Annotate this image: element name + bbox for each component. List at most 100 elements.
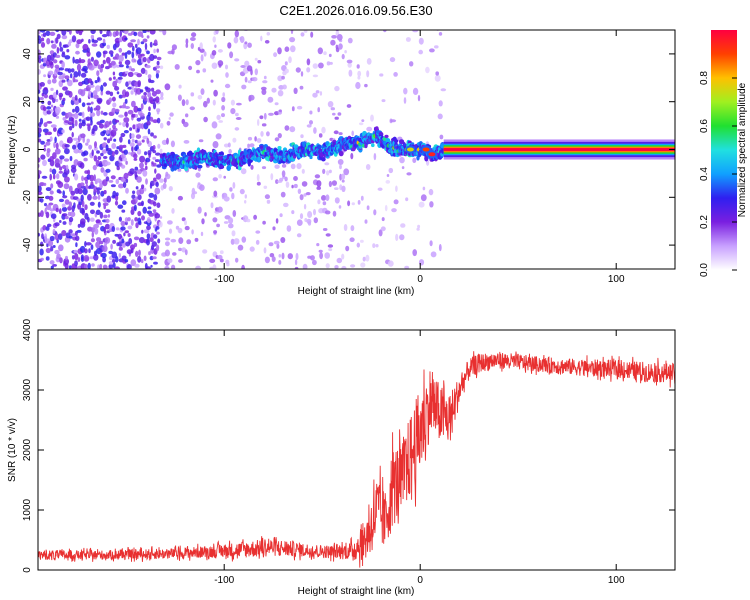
- noise-cell: [44, 203, 47, 207]
- noise-cell: [46, 223, 52, 228]
- noise-cell: [236, 102, 242, 106]
- noise-cell: [92, 195, 98, 200]
- noise-cell: [99, 222, 103, 226]
- noise-cell: [69, 211, 76, 218]
- noise-cell: [109, 31, 112, 37]
- noise-cell: [149, 96, 154, 103]
- noise-cell: [301, 168, 305, 174]
- noise-cell: [118, 183, 124, 189]
- noise-cell: [146, 137, 150, 144]
- noise-cell: [123, 30, 129, 35]
- noise-cell: [149, 237, 154, 243]
- noise-cell: [83, 263, 88, 269]
- signal-cell: [321, 157, 326, 162]
- noise-cell: [328, 180, 332, 188]
- noise-cell: [360, 239, 364, 243]
- noise-cell: [141, 139, 145, 143]
- noise-cell: [56, 33, 61, 40]
- noise-cell: [48, 240, 54, 247]
- noise-cell: [127, 109, 134, 115]
- noise-cell: [366, 126, 373, 132]
- noise-cell: [134, 59, 137, 63]
- noise-cell: [64, 55, 71, 60]
- noise-cell: [225, 64, 228, 70]
- noise-cell: [341, 53, 345, 60]
- noise-cell: [88, 84, 95, 88]
- noise-cell: [61, 111, 66, 116]
- noise-cell: [188, 65, 193, 71]
- noise-cell: [52, 228, 56, 234]
- noise-cell: [279, 213, 283, 218]
- noise-cell: [123, 130, 129, 134]
- noise-cell: [409, 61, 414, 67]
- noise-cell: [45, 187, 52, 192]
- noise-cell: [127, 233, 131, 237]
- noise-cell: [190, 43, 194, 49]
- noise-cell: [325, 263, 330, 269]
- snr-xtick-label: 0: [417, 575, 423, 586]
- noise-cell: [105, 209, 111, 214]
- noise-cell: [155, 226, 160, 230]
- noise-cell: [404, 265, 410, 269]
- spectrogram-axes: -100 0 100 -40 -20 0 20 40: [22, 30, 675, 285]
- noise-cell: [159, 65, 164, 70]
- noise-cell: [46, 242, 49, 248]
- noise-cell: [193, 191, 198, 195]
- noise-cell: [288, 56, 292, 64]
- noise-cell: [49, 159, 55, 167]
- noise-cell: [212, 99, 216, 106]
- noise-cell: [81, 38, 84, 42]
- noise-cell: [337, 112, 342, 116]
- noise-cell: [53, 127, 57, 132]
- noise-cell: [158, 221, 163, 228]
- noise-cell: [68, 91, 73, 98]
- noise-cell: [244, 76, 248, 83]
- noise-cell: [72, 56, 75, 64]
- noise-cell: [118, 246, 123, 251]
- noise-cell: [306, 58, 311, 66]
- noise-cell: [61, 35, 68, 40]
- noise-cell: [68, 235, 73, 239]
- noise-cell: [195, 265, 202, 269]
- noise-cell: [239, 36, 245, 43]
- noise-cell: [129, 132, 132, 140]
- noise-cell: [221, 105, 226, 111]
- snr-ylabel: SNR (10 * v/v): [7, 418, 18, 482]
- noise-cell: [99, 30, 103, 35]
- noise-cell: [274, 164, 280, 169]
- noise-cell: [280, 237, 286, 243]
- noise-cell: [372, 243, 376, 249]
- noise-cell: [102, 42, 106, 47]
- noise-cell: [277, 133, 282, 139]
- noise-cell: [199, 184, 205, 191]
- noise-cell: [344, 50, 347, 54]
- noise-cell: [126, 65, 129, 69]
- noise-cell: [212, 141, 219, 149]
- noise-cell: [146, 266, 151, 269]
- noise-cell: [122, 144, 127, 148]
- noise-cell: [381, 217, 385, 222]
- noise-cell: [38, 69, 41, 75]
- noise-cell: [141, 184, 145, 189]
- noise-cell: [254, 57, 258, 61]
- noise-cell: [277, 47, 282, 55]
- noise-cell: [284, 68, 289, 74]
- noise-cell: [51, 168, 57, 175]
- noise-cell: [62, 190, 65, 197]
- noise-cell: [50, 87, 54, 91]
- noise-cell: [141, 95, 145, 100]
- noise-cell: [434, 45, 439, 49]
- noise-cell: [68, 229, 73, 234]
- noise-cell: [143, 187, 147, 192]
- noise-cell: [314, 174, 321, 179]
- noise-cell: [365, 254, 370, 262]
- noise-cell: [103, 226, 107, 234]
- noise-cell: [81, 200, 85, 208]
- noise-cell: [50, 124, 57, 128]
- noise-cell: [103, 156, 108, 159]
- noise-cell: [166, 120, 171, 126]
- noise-cell: [118, 114, 124, 118]
- noise-cell: [59, 166, 63, 171]
- noise-cell: [90, 81, 94, 85]
